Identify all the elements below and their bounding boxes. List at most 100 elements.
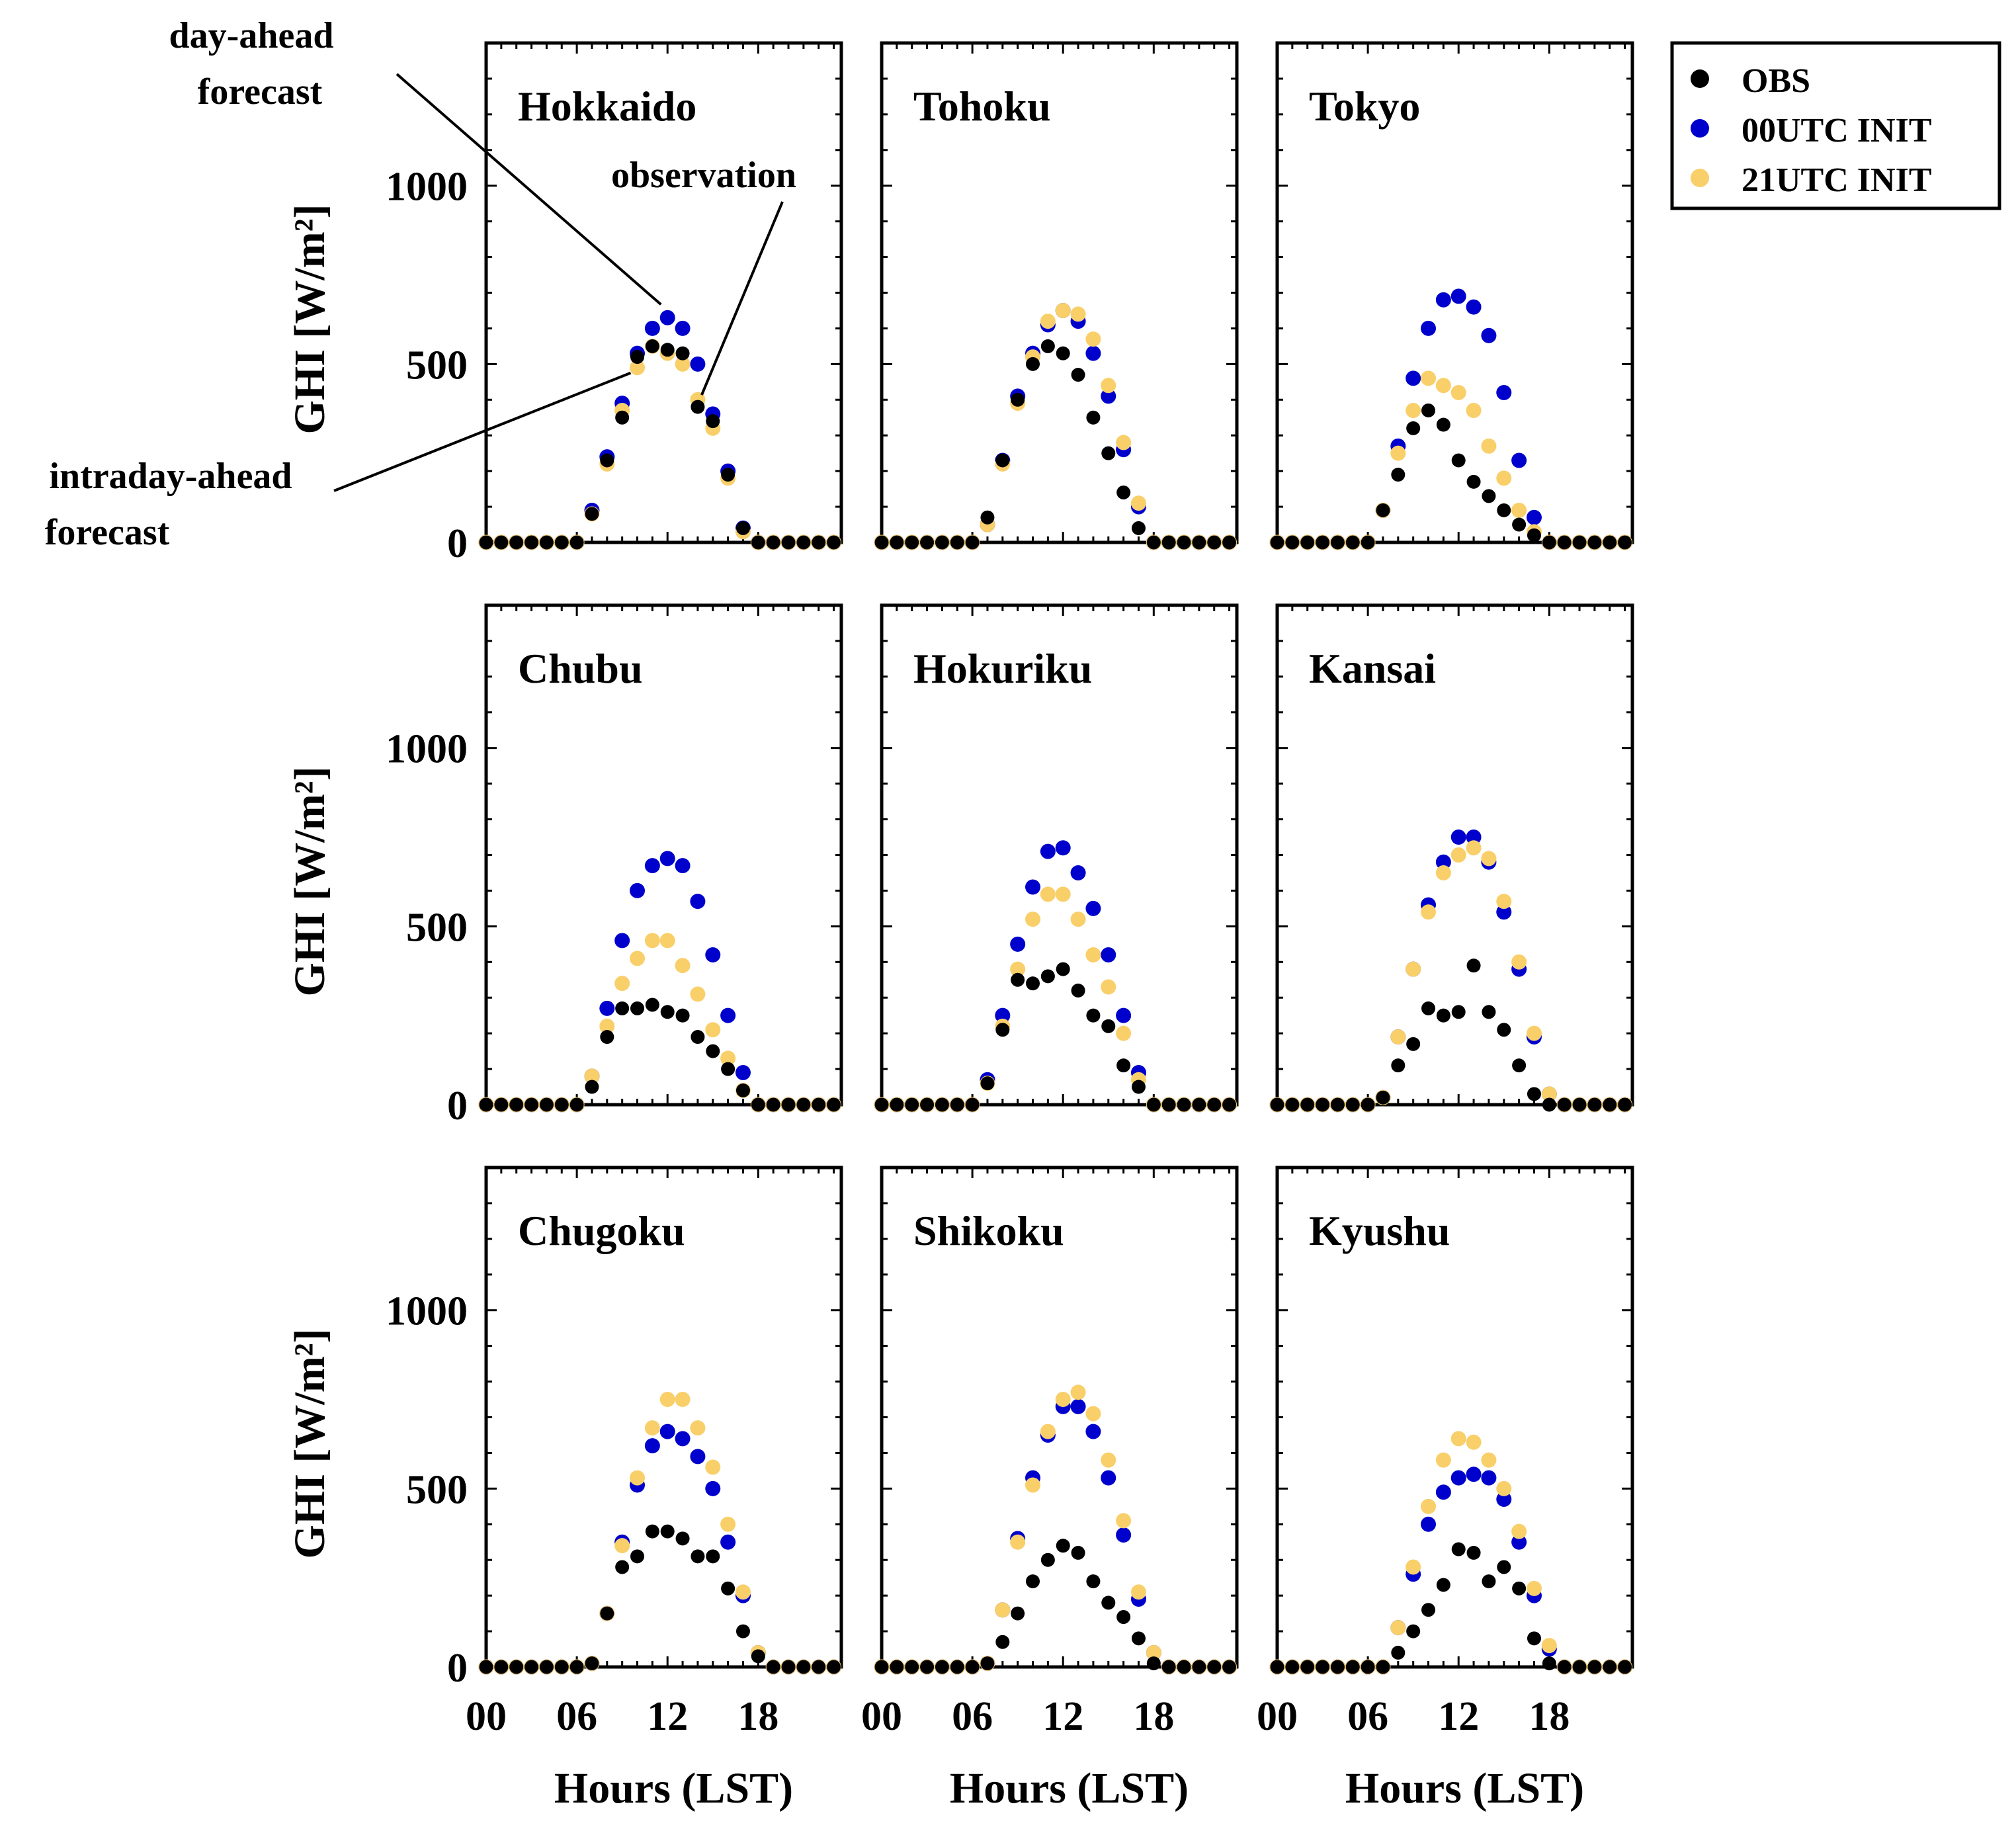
obs-point: [1222, 1660, 1237, 1674]
init00-point: [614, 933, 630, 949]
x-axis-label: Hours (LST): [1345, 1764, 1584, 1812]
init21-point: [1116, 435, 1132, 450]
init21-point: [1526, 1580, 1542, 1596]
obs-point: [1361, 1660, 1375, 1674]
obs-point: [980, 1076, 995, 1091]
init21-point: [1085, 947, 1101, 962]
init21-point: [690, 1420, 706, 1436]
x-tick-label: 18: [1133, 1694, 1174, 1739]
obs-point: [950, 1660, 964, 1674]
init00-point: [1435, 1484, 1451, 1500]
init00-point: [1435, 292, 1451, 308]
init00-point: [1496, 385, 1512, 400]
obs-point: [905, 1660, 919, 1674]
legend-label-init00: 00UTC INIT: [1742, 112, 1932, 149]
x-tick-label: 00: [466, 1694, 507, 1739]
obs-point: [1376, 1660, 1390, 1674]
obs-point: [1603, 535, 1617, 550]
obs-point: [965, 535, 980, 550]
obs-point: [1026, 1574, 1040, 1589]
annot-intraday-line1: intraday-ahead: [49, 456, 292, 497]
obs-point: [1207, 535, 1222, 550]
obs-point: [1572, 1097, 1587, 1112]
x-tick-label: 06: [556, 1694, 597, 1739]
obs-point: [935, 1097, 949, 1112]
obs-point: [1300, 1097, 1315, 1112]
obs-point: [1330, 1097, 1345, 1112]
obs-point: [995, 1635, 1010, 1649]
obs-point: [781, 535, 796, 550]
obs-point: [827, 1660, 841, 1674]
obs-point: [1436, 417, 1450, 432]
obs-point: [660, 1005, 675, 1019]
legend-box: [1670, 41, 2001, 210]
obs-point: [1391, 1058, 1406, 1073]
panel-shikoku: Shikoku 00 06 12 18 Hours (LST): [861, 1166, 1239, 1812]
y-axis-label: GHI [W/m²]: [286, 767, 334, 997]
init21-point: [1070, 912, 1086, 927]
obs-point: [1040, 1553, 1055, 1567]
init00-point: [1481, 1470, 1497, 1486]
init00-point: [675, 320, 691, 336]
obs-point: [735, 521, 750, 535]
obs-point: [751, 535, 765, 550]
annot-intraday-line2: forecast: [45, 512, 170, 553]
init21-point: [1116, 1025, 1132, 1041]
init00-point: [720, 1534, 736, 1550]
init21-point: [1450, 847, 1466, 863]
obs-point: [630, 350, 645, 364]
obs-point: [1542, 1656, 1556, 1671]
init21-point: [705, 1022, 721, 1038]
obs-point: [1512, 517, 1527, 532]
obs-point: [479, 1660, 493, 1674]
init21-point: [1435, 865, 1451, 880]
obs-point: [525, 1097, 539, 1112]
obs-point: [812, 535, 826, 550]
obs-point: [1482, 489, 1496, 503]
obs-point: [1527, 528, 1541, 542]
init21-point: [675, 958, 691, 974]
obs-point: [735, 1083, 750, 1097]
obs-point: [1497, 503, 1511, 517]
obs-point: [1026, 976, 1040, 991]
obs-point: [1512, 1058, 1527, 1073]
x-tick-label: 18: [737, 1694, 778, 1739]
obs-point: [1222, 535, 1237, 550]
annotations: day-ahead forecast observation intraday-ahe…: [45, 15, 796, 553]
obs-point: [1040, 339, 1055, 353]
annot-observation: observation: [611, 155, 796, 196]
obs-point: [1376, 1090, 1390, 1105]
panel-title: Shikoku: [913, 1207, 1064, 1254]
obs-point: [675, 1531, 690, 1546]
panel-title: Chugoku: [518, 1207, 685, 1254]
obs-point: [1376, 503, 1390, 517]
legend-marker-obs: [1691, 69, 1709, 88]
obs-point: [781, 1660, 796, 1674]
obs-point: [1101, 446, 1116, 460]
x-tick-label: 18: [1529, 1694, 1570, 1739]
obs-point: [874, 535, 889, 550]
init21-point: [1085, 1406, 1101, 1422]
init00-point: [1496, 904, 1512, 920]
init21-point: [1481, 851, 1497, 867]
obs-point: [796, 1660, 811, 1674]
obs-point: [1192, 1660, 1206, 1674]
init21-point: [1130, 1584, 1146, 1600]
panel-chugoku: Chugoku 0 500 1000 GHI [W/m²] 00 06 12 18 Hours (…: [286, 1166, 843, 1812]
init00-point: [1040, 843, 1056, 859]
y-tick-label: 0: [447, 1646, 468, 1691]
y-axis-label: GHI [W/m²]: [286, 1329, 334, 1559]
init21-point: [735, 1584, 751, 1600]
obs-point: [554, 1097, 569, 1112]
init21-point: [1481, 1452, 1497, 1468]
init21-point: [1146, 1644, 1161, 1660]
obs-point: [706, 1044, 720, 1058]
init00-point: [1101, 1470, 1116, 1486]
obs-point: [554, 535, 569, 550]
init21-point: [1511, 1523, 1527, 1539]
obs-point: [494, 1097, 509, 1112]
obs-point: [766, 1660, 780, 1674]
obs-point: [965, 1097, 980, 1112]
init21-point: [1511, 954, 1527, 970]
init21-point: [1025, 1477, 1041, 1493]
